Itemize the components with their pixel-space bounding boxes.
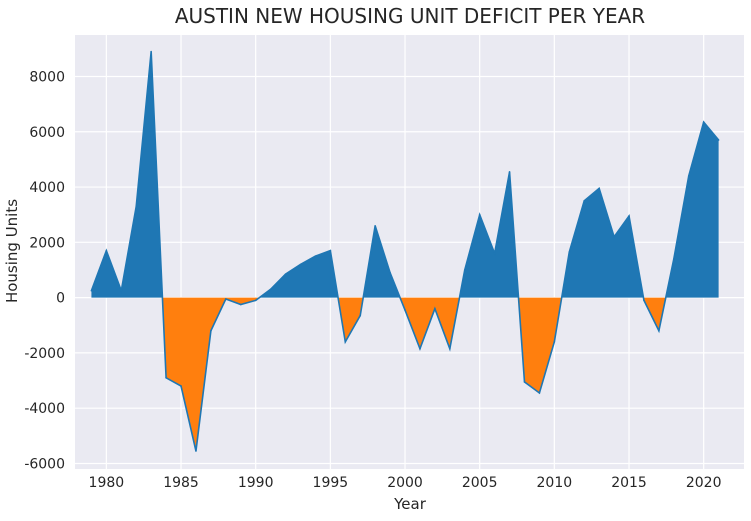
data-point	[613, 235, 615, 238]
data-point	[523, 381, 526, 383]
y-tick-label: 8000	[29, 69, 65, 85]
data-point	[673, 258, 675, 260]
data-point	[269, 288, 272, 291]
data-point	[568, 251, 571, 253]
data-point	[195, 450, 197, 452]
data-point	[449, 347, 451, 350]
x-tick-label: 2015	[611, 475, 647, 491]
data-point	[374, 224, 376, 227]
data-point	[463, 269, 466, 271]
data-point	[643, 299, 645, 302]
data-point	[135, 205, 138, 208]
data-point	[389, 271, 391, 274]
data-point	[90, 289, 93, 292]
x-axis-label: Year	[393, 495, 427, 513]
data-point	[702, 121, 705, 123]
data-point	[254, 299, 257, 302]
data-point	[165, 376, 167, 379]
data-point	[717, 139, 720, 141]
data-point	[687, 175, 690, 177]
data-point	[120, 289, 123, 292]
data-point	[150, 50, 152, 53]
y-tick-label: -6000	[24, 456, 65, 472]
y-tick-label: 0	[56, 291, 65, 307]
data-point	[478, 213, 481, 216]
data-point	[284, 273, 287, 275]
area-fills	[91, 51, 719, 452]
x-tick-label: 1985	[163, 475, 199, 491]
tick-labels: 1980 1985 1990 1995 2000 2005 2010 2015 2020 -600…	[24, 69, 721, 491]
data-point	[210, 329, 212, 332]
chart-title: AUSTIN NEW HOUSING UNIT DEFICIT PER YEAR	[175, 4, 645, 28]
surplus-area	[561, 188, 644, 298]
x-tick-label: 2005	[462, 475, 498, 491]
data-point	[314, 255, 317, 257]
data-point	[344, 341, 347, 343]
x-tick-label: 2010	[537, 475, 573, 491]
data-point	[239, 303, 242, 306]
data-point	[493, 252, 496, 255]
y-tick-label: -4000	[24, 401, 65, 417]
data-point	[598, 187, 600, 190]
data-point	[225, 298, 227, 300]
y-tick-label: 2000	[29, 235, 65, 251]
x-tick-label: 1990	[238, 475, 274, 491]
deficit-area	[518, 297, 562, 393]
data-point	[553, 341, 556, 343]
data-point	[419, 347, 421, 350]
y-tick-label: -2000	[24, 346, 65, 362]
y-tick-label: 6000	[29, 125, 65, 141]
y-axis-label: Housing Units	[3, 199, 21, 303]
surplus-area	[665, 122, 719, 298]
data-point	[583, 200, 586, 202]
deficit-area	[400, 297, 460, 349]
x-tick-label: 1980	[89, 475, 125, 491]
x-tick-label: 2000	[387, 475, 423, 491]
data-point	[180, 385, 182, 387]
data-point	[329, 249, 332, 252]
plot-background	[75, 35, 744, 469]
deficit-area	[338, 297, 364, 342]
data-point	[508, 171, 511, 173]
data-point	[299, 263, 302, 266]
data-point	[434, 307, 436, 310]
surplus-area	[91, 51, 163, 298]
x-tick-label: 2020	[686, 475, 722, 491]
x-tick-label: 1995	[313, 475, 349, 491]
data-point	[628, 215, 630, 217]
surplus-area	[259, 250, 339, 298]
deficit-area	[162, 297, 260, 452]
data-point	[538, 392, 541, 394]
data-point	[359, 314, 362, 317]
data-point	[404, 309, 406, 311]
y-tick-label: 4000	[29, 180, 65, 196]
data-point	[658, 329, 660, 332]
surplus-area	[459, 171, 519, 298]
data-point	[105, 249, 108, 252]
